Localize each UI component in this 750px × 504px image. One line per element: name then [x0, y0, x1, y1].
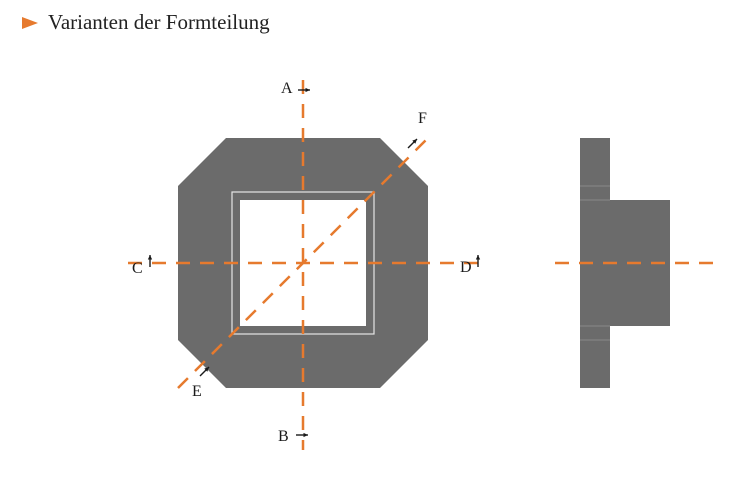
label-D: D [460, 259, 472, 276]
label-arrow-head-A [305, 88, 310, 92]
label-F: F [418, 110, 427, 127]
diagram-canvas: A B C D E F [0, 0, 750, 504]
label-arrow-head-B [303, 433, 308, 437]
label-arrow-head-D [476, 255, 480, 260]
label-E: E [192, 383, 202, 400]
label-A: A [281, 80, 293, 97]
label-B: B [278, 428, 289, 445]
label-arrow-head-C [148, 255, 152, 260]
label-C: C [132, 260, 143, 277]
